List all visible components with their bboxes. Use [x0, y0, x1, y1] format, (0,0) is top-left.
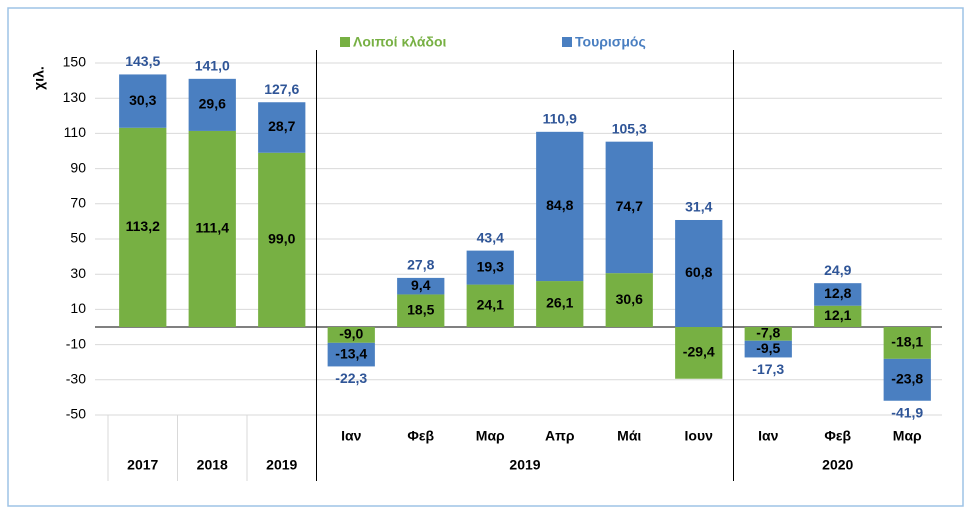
total-label: 31,4	[685, 199, 712, 215]
total-label: -17,3	[752, 361, 784, 377]
y-tick-label: 150	[63, 54, 87, 70]
data-label: -13,4	[335, 345, 367, 361]
data-label: 18,5	[407, 301, 434, 317]
y-axis-label: χιλ.	[31, 66, 47, 90]
bar-segment	[327, 327, 375, 343]
data-label: -29,4	[683, 344, 715, 360]
bar-segment	[675, 327, 723, 379]
bar-segment	[466, 284, 514, 327]
legend-swatch	[562, 37, 572, 47]
group-label: 2019	[509, 457, 540, 473]
data-label: 111,4	[196, 220, 230, 236]
y-tick-label: 110	[64, 124, 87, 140]
data-label: 12,1	[824, 307, 851, 323]
bar-segment	[466, 250, 514, 285]
data-label: 99,0	[268, 231, 295, 247]
data-label: 29,6	[199, 96, 226, 112]
bar-segment	[119, 127, 167, 327]
total-label: -22,3	[335, 370, 367, 386]
data-label: 84,8	[546, 197, 573, 213]
data-label: 60,8	[685, 264, 712, 280]
data-label: 30,6	[616, 291, 643, 307]
data-label: 12,8	[824, 285, 851, 301]
x-tick-label: 2017	[127, 457, 158, 473]
x-tick-label: Μάι	[617, 428, 641, 444]
legend-swatch	[340, 37, 350, 47]
y-tick-label: -50	[66, 406, 86, 422]
bar-segment	[327, 342, 375, 367]
total-label: 27,8	[407, 257, 434, 273]
total-label: 24,9	[824, 262, 851, 278]
bar-segment	[119, 74, 167, 128]
total-label: 141,0	[195, 58, 230, 74]
bar-segment	[883, 327, 931, 359]
total-label: -41,9	[891, 404, 923, 420]
bar-segment	[536, 281, 584, 327]
data-label: -23,8	[891, 371, 923, 387]
data-label: 74,7	[616, 198, 643, 214]
y-tick-label: -10	[66, 335, 86, 351]
data-label: 28,7	[268, 118, 295, 134]
bar-segment	[814, 283, 862, 306]
y-tick-label: -30	[66, 371, 86, 387]
data-label: -18,1	[891, 334, 923, 350]
x-tick-label: 2018	[197, 457, 228, 473]
data-label: 26,1	[546, 295, 573, 311]
data-label: 9,4	[411, 277, 431, 293]
x-tick-label: Ιουν	[685, 428, 714, 444]
data-label: -9,0	[339, 326, 363, 342]
x-tick-label: 2019	[266, 457, 297, 473]
x-tick-label: Φεβ	[824, 428, 851, 444]
bar-segment	[814, 305, 862, 327]
bar-segment	[258, 102, 306, 153]
total-label: 43,4	[477, 229, 504, 245]
bar-segment	[397, 277, 445, 295]
data-label: -7,8	[756, 325, 780, 341]
x-tick-label: Ιαν	[341, 428, 361, 444]
data-label: 113,2	[126, 218, 160, 234]
total-label: 105,3	[612, 120, 647, 136]
bar-segment	[675, 219, 723, 327]
x-tick-label: Φεβ	[407, 428, 434, 444]
total-label: 110,9	[543, 111, 577, 127]
group-label: 2020	[822, 457, 853, 473]
y-tick-label: 50	[70, 230, 86, 246]
y-tick-label: 70	[70, 195, 86, 211]
x-tick-label: Μαρ	[893, 428, 922, 444]
bar-segment	[188, 78, 236, 131]
bar-segment	[883, 358, 931, 401]
bar-segment	[744, 340, 792, 358]
bar-segment	[397, 294, 445, 327]
bar-segment	[188, 130, 236, 327]
x-tick-label: Ιαν	[758, 428, 778, 444]
bar-segment	[536, 131, 584, 282]
bar-segment	[605, 141, 653, 274]
data-label: 30,3	[129, 92, 156, 108]
data-label: -9,5	[756, 340, 780, 356]
total-label: 127,6	[264, 81, 299, 97]
legend-label: Λοιποί κλάδοι	[353, 34, 447, 50]
y-tick-label: 10	[70, 300, 86, 316]
y-tick-label: 90	[70, 159, 86, 175]
data-label: 19,3	[477, 258, 504, 274]
bar-segment	[258, 152, 306, 327]
x-tick-label: Απρ	[545, 428, 575, 444]
bar-segment	[744, 327, 792, 341]
y-tick-label: 130	[63, 89, 87, 105]
y-tick-label: 30	[70, 265, 86, 281]
legend-label: Τουρισμός	[575, 34, 646, 50]
total-label: 143,5	[125, 53, 160, 69]
frame	[7, 7, 964, 507]
x-tick-label: Μαρ	[476, 428, 505, 444]
bar-segment	[605, 273, 653, 327]
data-label: 24,1	[477, 296, 504, 312]
